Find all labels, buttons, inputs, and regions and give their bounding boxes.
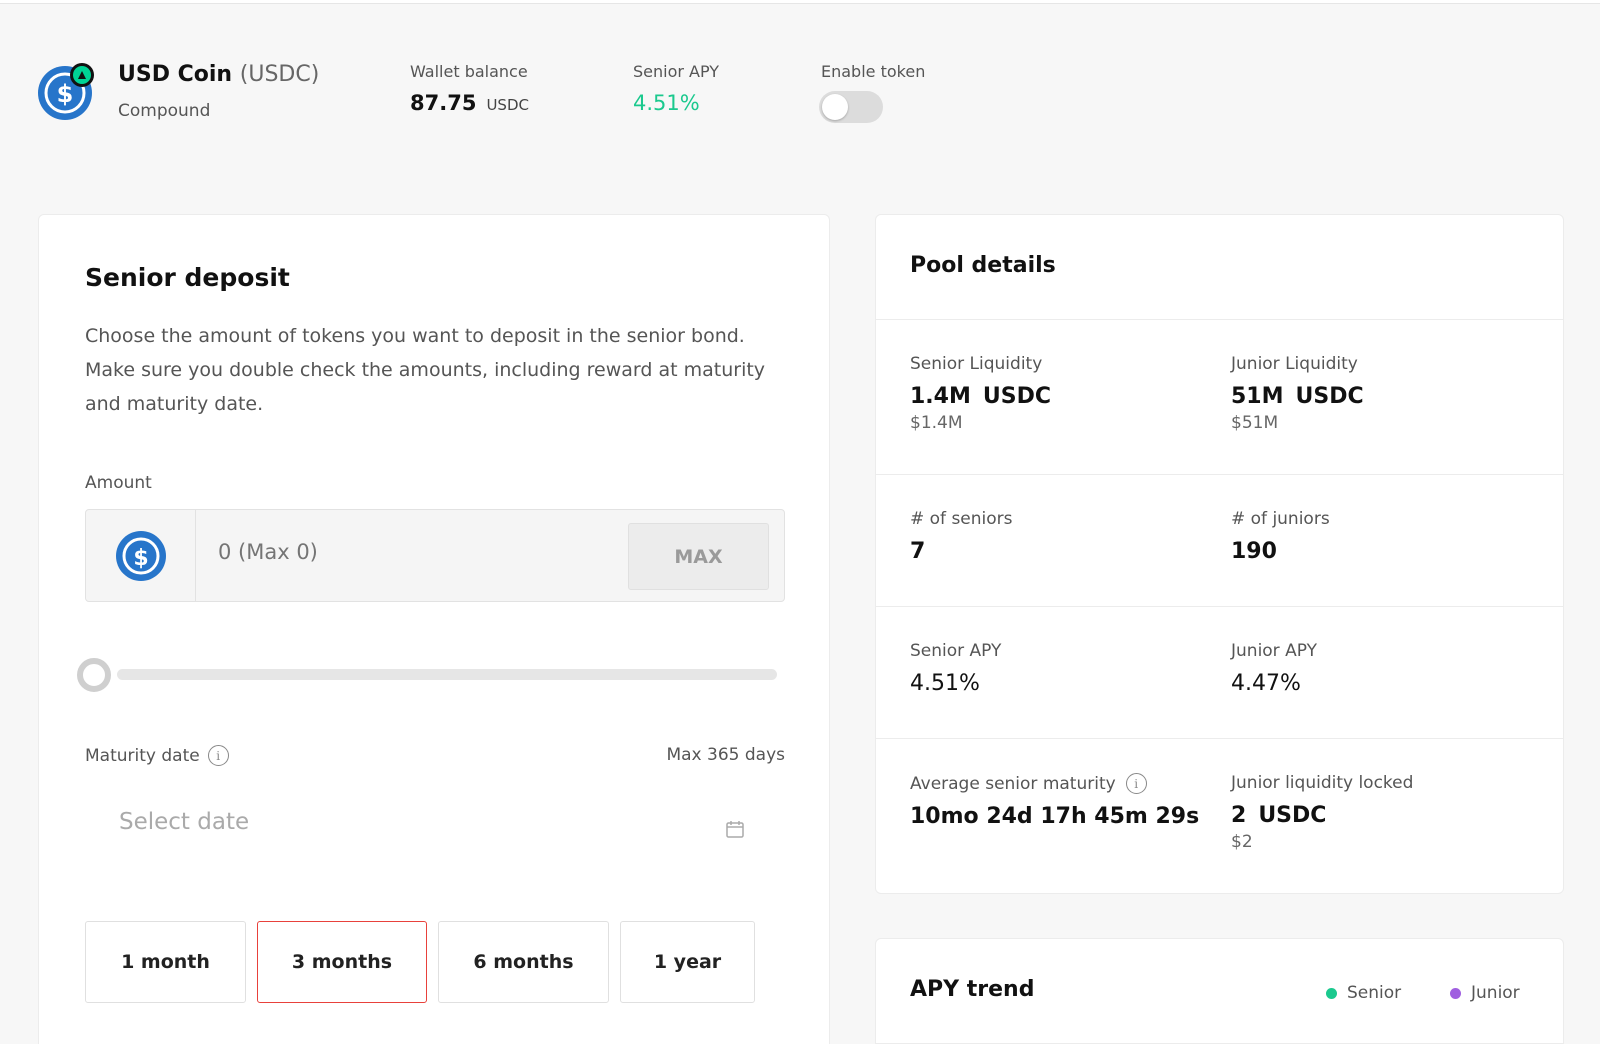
avg-senior-maturity-value: 10mo 24d 17h 45m 29s xyxy=(910,804,1200,829)
pool-details-card: Pool details Senior Liquidity 1.4M USDC $… xyxy=(875,214,1564,894)
senior-liquidity-unit: USDC xyxy=(982,384,1051,409)
legend-senior-label: Senior xyxy=(1347,983,1402,1003)
junior-liquidity-value: 51M xyxy=(1231,384,1284,409)
senior-deposit-title: Senior deposit xyxy=(85,263,290,292)
coin-name: USD Coin xyxy=(118,62,233,87)
toggle-knob xyxy=(822,94,848,120)
pool-senior-apy-value: 4.51% xyxy=(910,671,980,696)
enable-token: Enable token xyxy=(821,62,925,81)
pool-junior-apy-value: 4.47% xyxy=(1231,671,1301,696)
apy-trend-card: APY trend Senior Junior xyxy=(875,938,1564,1044)
avg-senior-maturity: Average senior maturity i 10mo 24d 17h 45… xyxy=(910,773,1199,829)
enable-token-toggle[interactable] xyxy=(819,91,883,123)
usdc-icon: $ xyxy=(38,63,94,120)
pool-junior-apy: Junior APY 4.47% xyxy=(1231,641,1317,696)
pool-divider xyxy=(876,474,1563,475)
seniors-count: # of seniors 7 xyxy=(910,509,1013,564)
maturity-date-input[interactable] xyxy=(119,809,619,835)
maturity-date-label: Maturity date xyxy=(85,745,200,766)
header-senior-apy-value: 4.51% xyxy=(633,91,700,115)
usdc-icon: $ xyxy=(115,530,166,581)
pool-divider xyxy=(876,606,1563,607)
maturity-date-field xyxy=(85,789,785,869)
senior-deposit-card: Senior deposit Choose the amount of toke… xyxy=(38,214,830,1044)
coin-source: Compound xyxy=(118,101,211,121)
period-6-months[interactable]: 6 months xyxy=(438,921,609,1003)
period-3-months[interactable]: 3 months xyxy=(257,921,427,1003)
wallet-balance-label: Wallet balance xyxy=(410,62,528,81)
junior-locked-label: Junior liquidity locked xyxy=(1231,773,1414,793)
pool-divider xyxy=(876,738,1563,739)
junior-locked-usd: $2 xyxy=(1231,832,1253,852)
calendar-icon[interactable] xyxy=(725,819,745,839)
pool-divider xyxy=(876,319,1563,320)
junior-liquidity-label: Junior Liquidity xyxy=(1231,354,1358,374)
senior-liquidity-usd: $1.4M xyxy=(910,413,963,433)
info-icon[interactable]: i xyxy=(1125,773,1147,794)
junior-liquidity-usd: $51M xyxy=(1231,413,1279,433)
info-icon[interactable]: i xyxy=(207,745,229,766)
coin-title: USD Coin (USDC) xyxy=(118,62,319,87)
amount-slider-track[interactable] xyxy=(117,669,777,680)
juniors-count-value: 190 xyxy=(1231,539,1277,564)
senior-liquidity-value: 1.4M xyxy=(910,384,971,409)
junior-dot-icon xyxy=(1450,987,1461,999)
svg-text:$: $ xyxy=(133,546,148,571)
pool-senior-apy: Senior APY 4.51% xyxy=(910,641,1001,696)
maturity-date-label-row: Maturity date i xyxy=(85,745,229,766)
amount-token: $ xyxy=(86,510,196,601)
junior-locked-unit: USDC xyxy=(1258,803,1327,828)
senior-liquidity: Senior Liquidity 1.4M USDC $1.4M xyxy=(910,354,1051,433)
pool-details-title: Pool details xyxy=(910,253,1056,278)
legend-senior: Senior xyxy=(1326,983,1401,1003)
top-bar xyxy=(0,0,1600,4)
amount-input[interactable] xyxy=(218,540,598,564)
coin-symbol: (USDC) xyxy=(239,62,320,87)
max-button[interactable]: MAX xyxy=(628,523,769,590)
juniors-count: # of juniors 190 xyxy=(1231,509,1330,564)
wallet-balance-unit: USDC xyxy=(486,96,529,114)
period-1-year[interactable]: 1 year xyxy=(620,921,755,1003)
juniors-count-label: # of juniors xyxy=(1231,509,1330,529)
amount-label: Amount xyxy=(85,473,152,493)
pool-senior-apy-label: Senior APY xyxy=(910,641,1002,661)
avg-senior-maturity-label: Average senior maturity xyxy=(910,773,1116,794)
senior-deposit-description: Choose the amount of tokens you want to … xyxy=(85,325,766,415)
pool-junior-apy-label: Junior APY xyxy=(1231,641,1317,661)
senior-dot-icon xyxy=(1326,987,1337,999)
maturity-max-days: Max 365 days xyxy=(666,745,785,765)
header-senior-apy: Senior APY 4.51% xyxy=(633,62,719,115)
wallet-balance-value: 87.75 xyxy=(410,91,477,115)
amount-field: $ MAX xyxy=(85,509,785,602)
apy-trend-title: APY trend xyxy=(910,977,1035,1002)
header-senior-apy-label: Senior APY xyxy=(633,62,720,81)
amount-slider-handle[interactable] xyxy=(77,658,111,692)
senior-liquidity-label: Senior Liquidity xyxy=(910,354,1043,374)
enable-token-label: Enable token xyxy=(821,62,926,81)
legend-junior-label: Junior xyxy=(1471,983,1520,1003)
seniors-count-value: 7 xyxy=(910,539,926,564)
compound-icon xyxy=(70,63,94,87)
junior-locked-value: 2 xyxy=(1231,803,1247,828)
junior-liquidity: Junior Liquidity 51M USDC $51M xyxy=(1231,354,1364,433)
svg-text:$: $ xyxy=(57,80,74,108)
wallet-balance: Wallet balance 87.75 USDC xyxy=(410,62,529,115)
period-1-month[interactable]: 1 month xyxy=(85,921,246,1003)
legend-junior: Junior xyxy=(1450,983,1520,1003)
seniors-count-label: # of seniors xyxy=(910,509,1013,529)
junior-liquidity-unit: USDC xyxy=(1295,384,1364,409)
junior-liquidity-locked: Junior liquidity locked 2 USDC $2 xyxy=(1231,773,1413,852)
